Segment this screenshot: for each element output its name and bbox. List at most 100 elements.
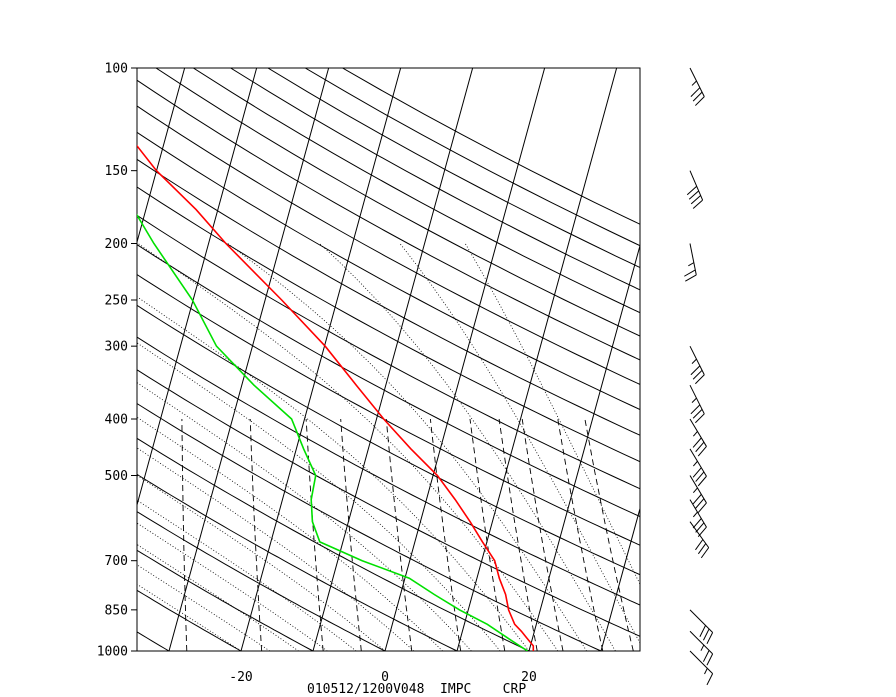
wind-barb-feather (695, 374, 705, 385)
wind-barb (689, 499, 707, 538)
wind-barb-half-feather (704, 668, 708, 675)
dry-adiabat-line (342, 68, 640, 225)
moist-adiabat-line (319, 243, 616, 651)
wind-barb (689, 448, 707, 487)
axis-labels: 100 150 200 250 300 400 500 700 850 1000 -20 0 20 (97, 62, 537, 686)
wind-barb-feather (692, 91, 703, 102)
isotherm-line (0, 68, 113, 651)
wind-barb (689, 475, 707, 513)
wind-barb-staff (689, 418, 707, 447)
wind-barb-feather (690, 87, 701, 97)
mixing-ratio-line (469, 418, 506, 651)
wind-barb-half-feather (692, 460, 698, 467)
moist-adiabat-line (227, 243, 587, 651)
dewpoint-trace (137, 213, 529, 651)
wind-barb-feather (695, 522, 705, 533)
wind-barb (689, 345, 705, 385)
dry-adiabat-line (137, 437, 530, 651)
wind-barb-feather (692, 408, 703, 419)
dry-adiabat-line (137, 369, 640, 637)
mixing-ratio-line (385, 418, 413, 651)
dry-adiabat-line (137, 589, 242, 651)
wind-barb-feather (702, 628, 710, 641)
moist-adiabat-line (137, 583, 242, 651)
wind-barb-half-feather (691, 80, 697, 86)
moist-adiabat-line (137, 564, 271, 651)
wind-barb-feather (695, 413, 705, 424)
wind-barb-feather (690, 404, 701, 415)
moist-adiabat-line (137, 296, 530, 651)
wind-barb-feather (685, 274, 697, 282)
moist-adiabat-line (399, 243, 640, 644)
pressure-tick-label: 250 (105, 293, 128, 308)
isotherm-line (0, 68, 41, 651)
wind-barb-staff (689, 170, 704, 201)
mixing-ratio-line (584, 418, 634, 651)
pressure-tick-label: 150 (105, 164, 128, 179)
pressure-tick-label: 1000 (97, 645, 128, 660)
wind-barb-feather (706, 632, 714, 645)
dry-adiabat-line (137, 511, 386, 651)
wind-barbs (684, 67, 714, 686)
pressure-tick-label: 500 (105, 469, 128, 484)
wind-barb-staff (689, 448, 707, 477)
wind-barb-feather (692, 467, 702, 478)
mixing-ratio-line (181, 418, 188, 651)
wind-barb-feather (692, 199, 703, 209)
moist-adiabat-line (137, 447, 415, 651)
isotherm-line (240, 68, 402, 651)
moist-adiabat-line (137, 522, 328, 651)
wind-barb-feather (702, 650, 710, 662)
wind-barb-feather (690, 195, 701, 205)
dry-adiabat-line (137, 186, 640, 463)
dry-adiabat-line (155, 68, 640, 337)
mixing-ratio-line (429, 418, 462, 651)
wind-barb-half-feather (692, 511, 698, 518)
wind-barb-feather (690, 365, 701, 376)
pressure-tick-label: 400 (105, 413, 128, 428)
moist-adiabat-line (464, 243, 640, 586)
dry-adiabat-line (137, 549, 314, 651)
wind-barb-feather (686, 185, 698, 196)
wind-barb-half-feather (688, 262, 695, 267)
dry-adiabat-line (137, 304, 640, 576)
plot-frame (136, 67, 641, 652)
wind-barb-feather (700, 547, 710, 559)
dry-adiabat-line (0, 68, 25, 651)
moist-adiabat-line (137, 474, 386, 651)
wind-barb-feather (706, 673, 714, 686)
wind-barb-staff (689, 384, 705, 415)
temperature-tick-label: 0 (381, 670, 389, 685)
wind-barb-staff (689, 345, 705, 376)
dry-adiabat-line (137, 131, 640, 411)
wind-barb (689, 384, 705, 424)
wind-barb (689, 521, 710, 559)
wind-barb-feather (695, 471, 705, 482)
isotherm-line (456, 68, 618, 651)
isotherm-line (745, 68, 896, 651)
temperature-tick-label: -20 (229, 670, 252, 685)
dry-adiabat-line (137, 158, 640, 436)
wind-barb-feather (695, 441, 705, 453)
dry-adiabat-line (137, 244, 640, 518)
wind-barb (686, 170, 704, 209)
isotherm-line (384, 68, 546, 651)
wind-barb-staff (689, 243, 697, 275)
dry-adiabat-line (230, 68, 640, 291)
isotherm-line (168, 68, 330, 651)
wind-barb-feather (697, 446, 707, 457)
dry-adiabat-line (137, 214, 640, 490)
mixing-ratio-line (521, 418, 564, 651)
isotherm-line (137, 68, 186, 244)
temperature-trace (137, 144, 535, 651)
moist-adiabat-line (137, 382, 472, 651)
wind-barb-staff (689, 609, 713, 633)
mixing-ratio-line (249, 418, 263, 651)
moist-adiabat-line (137, 499, 357, 651)
pressure-tick-label: 850 (105, 603, 128, 618)
isotherm-line (312, 68, 474, 651)
wind-barb (689, 67, 705, 106)
mixing-ratio-line (498, 418, 538, 651)
wind-barb-half-feather (692, 431, 698, 437)
wind-barb-feather (692, 518, 702, 529)
